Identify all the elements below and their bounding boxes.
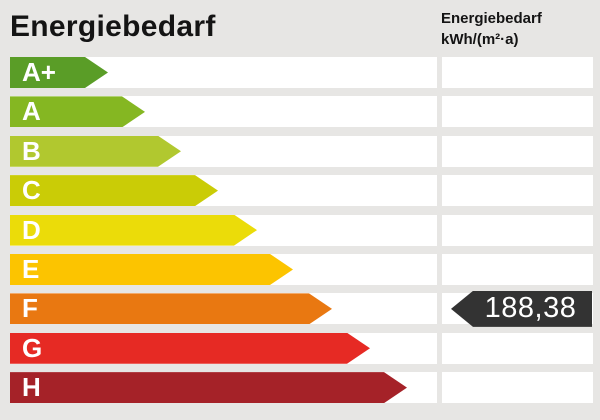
rating-row-b: B <box>0 135 600 167</box>
rating-row-a-plus: A+ <box>0 57 600 88</box>
value-cell-f: 188,38 <box>442 290 593 327</box>
rating-bar-h: H <box>10 372 407 403</box>
row-band: F <box>10 293 437 325</box>
value-cell-c <box>442 175 593 207</box>
rating-bar-a: A <box>10 96 145 127</box>
rating-bar-d: D <box>10 215 257 246</box>
unit-label-line1: Energiebedarf <box>441 10 542 27</box>
rating-letter: B <box>22 135 41 166</box>
unit-label-line2: kWh/(m²·a) <box>441 31 519 48</box>
rating-letter: F <box>22 293 38 324</box>
rating-letter: C <box>22 175 41 206</box>
rating-row-c: C <box>0 175 600 207</box>
rating-bar-f: F <box>10 293 332 324</box>
row-band: D <box>10 214 437 246</box>
rating-letter: E <box>22 253 40 284</box>
rating-letter: A+ <box>22 57 56 87</box>
row-band: A+ <box>10 57 437 88</box>
rating-bar-b: B <box>10 136 181 167</box>
rating-bar-a-plus: A+ <box>10 57 108 88</box>
value-badge: 188,38 <box>451 290 592 327</box>
value-cell-h <box>442 372 593 404</box>
rating-row-d: D <box>0 214 600 246</box>
value-cell-a <box>442 96 593 128</box>
row-band: B <box>10 135 437 167</box>
value-cell-g <box>442 332 593 364</box>
value-cell-d <box>442 214 593 246</box>
row-band: A <box>10 96 437 128</box>
value-badge-text: 188,38 <box>484 292 577 325</box>
rating-row-g: G <box>0 332 600 364</box>
rating-row-e: E <box>0 253 600 285</box>
rating-row-h: H <box>0 372 600 404</box>
value-cell-a-plus <box>442 57 593 88</box>
rating-row-a: A <box>0 96 600 128</box>
row-band: E <box>10 253 437 285</box>
rating-bar-e: E <box>10 254 293 285</box>
row-band: H <box>10 372 437 404</box>
unit-label: Energiebedarf kWh/(m²·a) <box>441 8 542 50</box>
rating-letter: H <box>22 372 41 403</box>
rating-scale: A+ A B C <box>0 57 600 404</box>
row-band: C <box>10 175 437 207</box>
rating-bar-g: G <box>10 333 370 364</box>
rating-letter: G <box>22 332 43 363</box>
row-band: G <box>10 332 437 364</box>
rating-bar-c: C <box>10 175 218 206</box>
rating-row-f: F 188,38 <box>0 290 600 327</box>
value-cell-b <box>442 135 593 167</box>
page-title: Energiebedarf <box>10 10 216 43</box>
rating-letter: A <box>22 96 41 127</box>
rating-letter: D <box>22 214 41 245</box>
value-cell-e <box>442 253 593 285</box>
